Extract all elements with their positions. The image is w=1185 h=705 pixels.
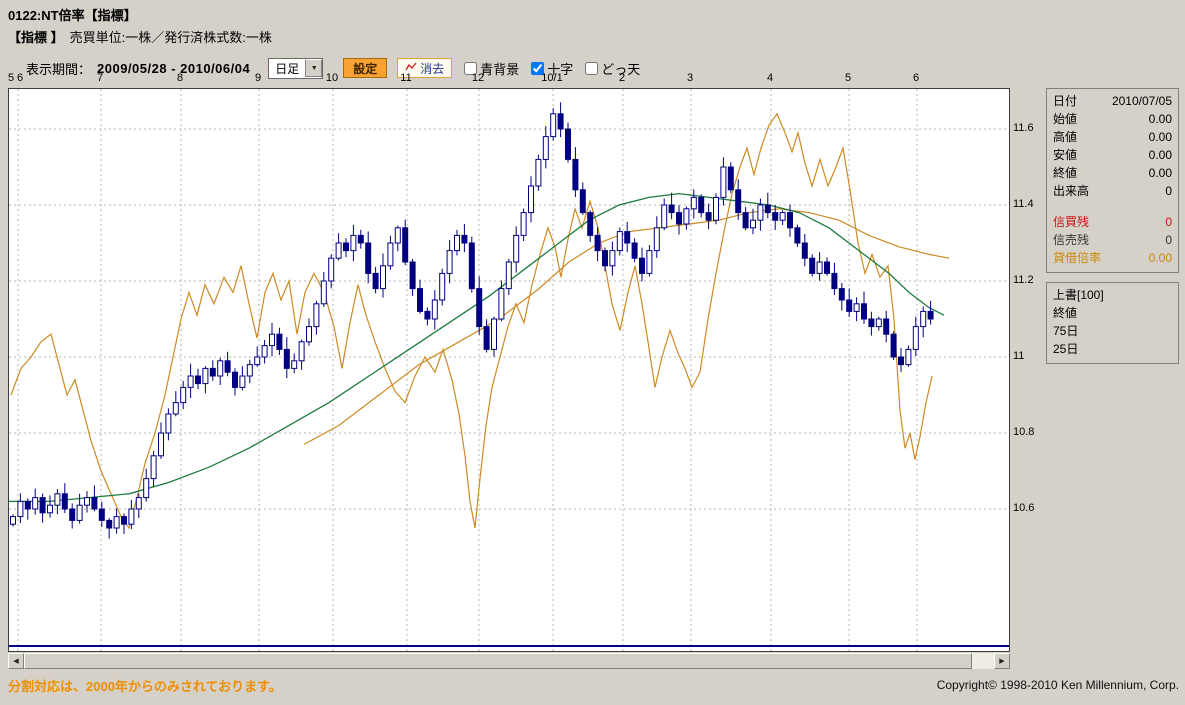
price-chart[interactable] [8, 88, 1010, 652]
x-tick-label: 10 [325, 72, 339, 84]
info-row-close: 終値 0.00 [1053, 166, 1172, 180]
x-tick-label: 9 [254, 72, 262, 84]
period-label: 表示期間： [26, 61, 92, 77]
info-panel: 日付 2010/07/05 始値 0.00 高値 0.00 安値 0.00 終値 0.00… [1046, 88, 1179, 364]
x-tick-label: 2 [618, 72, 626, 84]
overlay-item-close: 終値 [1053, 306, 1078, 320]
x-tick-label: 11 [400, 72, 412, 84]
settings-button[interactable]: 設定 [343, 58, 388, 78]
split-adjustment-note: 分割対応は、2000年からのみされております。 [8, 679, 282, 694]
checkbox-crosshair[interactable]: 十字 [531, 59, 573, 78]
info-gap [1053, 200, 1172, 213]
x-tick-label: 12 [471, 72, 485, 84]
chart-scrollbar[interactable]: ◀ ▶ [8, 653, 1010, 669]
info-row-low: 安値 0.00 [1053, 148, 1172, 162]
chart-canvas [9, 89, 1009, 651]
y-tick-label: 11.6 [1013, 122, 1034, 134]
checkbox-crosshair-input[interactable] [531, 61, 545, 75]
y-axis-labels: 11.6 11.4 11.2 11 10.8 10.6 [1013, 88, 1047, 650]
scrollbar-thumb[interactable] [24, 653, 972, 669]
overlay-item-25d: 25日 [1053, 342, 1079, 356]
info-row-high: 高値 0.00 [1053, 130, 1172, 144]
clear-button[interactable]: 消去 [397, 58, 453, 78]
chevron-down-icon[interactable]: ▼ [305, 59, 323, 77]
x-tick-label: 5 [844, 72, 852, 84]
copyright: Copyright© 1998-2010 Ken Millennium, Cor… [936, 678, 1179, 692]
overlay-legend-box: 上書[100] 終値 75日 25日 [1046, 282, 1179, 364]
scrollbar-track[interactable] [24, 653, 994, 669]
info-row-margin-sell: 信売残 0 [1053, 233, 1172, 247]
x-tick-label: 4 [766, 72, 774, 84]
checkbox-dotten-input[interactable] [585, 61, 599, 75]
info-row-date: 日付 2010/07/05 [1053, 94, 1172, 108]
x-tick-label: 10/1 [541, 72, 563, 84]
quote-box: 日付 2010/07/05 始値 0.00 高値 0.00 安値 0.00 終値 0.00… [1046, 88, 1179, 273]
period-value: 2009/05/28 - 2010/06/04 [97, 60, 251, 76]
info-row-volume: 出来高 0 [1053, 184, 1172, 198]
y-tick-label: 10.6 [1013, 502, 1035, 514]
y-tick-label: 11 [1013, 350, 1025, 362]
overlay-header: 上書[100] [1053, 288, 1104, 302]
toolbar: 表示期間： 2009/05/28 - 2010/06/04 日足 ▼ 設定 消去… [26, 57, 640, 79]
x-tick-label: 8 [176, 72, 184, 84]
checkbox-blue-background-label: 青背景 [480, 61, 520, 77]
info-row-margin-ratio: 貸借倍率 0.00 [1053, 251, 1172, 265]
eraser-chart-icon [405, 61, 417, 75]
x-axis-labels: 5 6 7 8 9 10 11 12 10/1 2 3 4 5 6 [8, 72, 1010, 86]
clear-button-label: 消去 [420, 61, 445, 76]
checkbox-dotten-label: どっ天 [601, 61, 641, 77]
checkbox-crosshair-label: 十字 [547, 61, 574, 77]
page-title: 0122:NT倍率【指標】 [8, 8, 137, 23]
checkbox-dotten[interactable]: どっ天 [585, 59, 640, 78]
x-tick-label: 3 [686, 72, 694, 84]
x-tick-label: 6 [17, 72, 24, 84]
scroll-left-button[interactable]: ◀ [8, 653, 24, 669]
y-tick-label: 10.8 [1013, 426, 1035, 438]
scroll-right-button[interactable]: ▶ [994, 653, 1010, 669]
timeframe-select[interactable]: 日足 ▼ [268, 57, 324, 79]
subtitle-prefix: 【指標 】 [8, 30, 64, 45]
timeframe-value: 日足 [275, 61, 300, 76]
checkbox-blue-background-input[interactable] [464, 61, 478, 75]
page-subtitle: 【指標 】売買単位:一株／発行済株式数:一株 [8, 27, 272, 46]
info-row-open: 始値 0.00 [1053, 112, 1172, 126]
x-tick-label: 6 [912, 72, 920, 84]
subtitle-text: 売買単位:一株／発行済株式数:一株 [69, 30, 272, 45]
y-tick-label: 11.4 [1013, 198, 1034, 210]
info-row-margin-buy: 信買残 0 [1053, 215, 1172, 229]
checkbox-blue-background[interactable]: 青背景 [464, 59, 519, 78]
x-tick-label: 5 [8, 72, 15, 84]
overlay-item-75d: 75日 [1053, 324, 1079, 338]
x-tick-label: 7 [96, 72, 104, 84]
y-tick-label: 11.2 [1013, 274, 1034, 286]
